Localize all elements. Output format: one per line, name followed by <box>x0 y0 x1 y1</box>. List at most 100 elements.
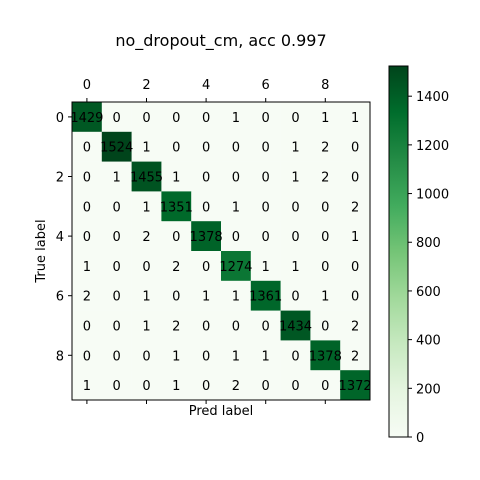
heatmap-cell <box>340 161 371 192</box>
heatmap-cell <box>131 131 162 162</box>
y-tick-label: 4 <box>56 230 64 245</box>
heatmap-cell <box>161 310 192 341</box>
cell-value-label: 0 <box>291 349 299 364</box>
y-tick-label: 0 <box>56 111 64 126</box>
heatmap-cell <box>131 102 162 133</box>
heatmap-cell <box>280 340 311 371</box>
y-tick-label: 2 <box>56 171 64 186</box>
heatmap-cell <box>191 191 222 222</box>
cell-value-label: 1274 <box>219 260 252 275</box>
heatmap-cell <box>280 221 311 252</box>
heatmap-cell <box>191 370 222 401</box>
cell-value-label: 1 <box>202 290 210 305</box>
heatmap-cell <box>72 221 103 252</box>
heatmap-cell <box>221 340 252 371</box>
cell-value-label: 0 <box>142 349 150 364</box>
heatmap-cell <box>72 280 103 311</box>
heatmap-cell <box>161 280 192 311</box>
heatmap-cell <box>340 251 371 282</box>
cell-value-label: 0 <box>202 171 210 186</box>
heatmap-cell <box>72 102 103 133</box>
cell-value-label: 0 <box>113 379 121 394</box>
cell-value-label: 0 <box>142 111 150 126</box>
heatmap-cell <box>221 251 252 282</box>
cell-value-label: 0 <box>83 320 91 335</box>
heatmap-cell <box>161 102 192 133</box>
cell-value-label: 1 <box>291 260 299 275</box>
y-axis-ticks: 0 2 4 6 8 <box>56 111 72 364</box>
heatmap-cell <box>191 102 222 133</box>
heatmap-cell <box>72 251 103 282</box>
heatmap-cell <box>250 161 281 192</box>
cell-value-label: 0 <box>291 290 299 305</box>
cell-value-label: 0 <box>83 200 91 215</box>
y-axis-label: True label <box>34 219 49 283</box>
heatmap-cell <box>161 191 192 222</box>
cell-value-label: 0 <box>202 320 210 335</box>
heatmap-cell <box>250 251 281 282</box>
cell-value-label: 1429 <box>70 111 103 126</box>
cell-value-label: 0 <box>351 171 359 186</box>
heatmap-cell <box>191 340 222 371</box>
x-tick-label: 4 <box>202 78 210 93</box>
cell-value-label: 0 <box>202 111 210 126</box>
colorbar-tick-label: 200 <box>416 382 441 397</box>
heatmap-cell <box>280 370 311 401</box>
cell-value-label: 0 <box>321 230 329 245</box>
heatmap-cell <box>310 161 341 192</box>
cell-value-label: 0 <box>202 200 210 215</box>
heatmap-cell <box>161 370 192 401</box>
heatmap-cell <box>340 280 371 311</box>
heatmap-cell <box>250 310 281 341</box>
heatmap-cell <box>250 191 281 222</box>
heatmap-cell <box>131 221 162 252</box>
heatmap-cell <box>221 131 252 162</box>
heatmap-cell <box>221 102 252 133</box>
heatmap-cell <box>161 251 192 282</box>
heatmap-cell <box>101 370 132 401</box>
cell-value-label: 0 <box>113 320 121 335</box>
colorbar-tick-label: 1200 <box>416 139 449 154</box>
cell-value-label: 2 <box>351 200 359 215</box>
cell-value-label: 0 <box>113 230 121 245</box>
heatmap-cell <box>221 280 252 311</box>
heatmap-cell <box>72 191 103 222</box>
cell-value-label: 0 <box>291 230 299 245</box>
cell-value-labels: 1429 0 0 0 0 1 0 0 1 1 0 1524 1 0 0 0 0 1 2 0 0 1 1455 1 0 0 0 1 2 0 0… <box>70 111 371 394</box>
cell-value-label: 0 <box>202 141 210 156</box>
x-tick-label: 0 <box>83 78 91 93</box>
cell-value-label: 0 <box>321 379 329 394</box>
heatmap-cell <box>221 191 252 222</box>
heatmap-cell <box>101 102 132 133</box>
cell-value-label: 0 <box>262 171 270 186</box>
cell-value-label: 0 <box>113 111 121 126</box>
cell-value-label: 0 <box>262 111 270 126</box>
cell-value-label: 2 <box>142 230 150 245</box>
cell-value-label: 0 <box>83 141 91 156</box>
heatmap-cell <box>221 161 252 192</box>
cell-value-label: 0 <box>351 141 359 156</box>
x-tick-label: 6 <box>262 78 270 93</box>
heatmap-cell <box>340 191 371 222</box>
cell-value-label: 1372 <box>339 379 372 394</box>
heatmap-cells <box>72 102 371 401</box>
cell-value-label: 1524 <box>100 141 133 156</box>
colorbar-tick-label: 0 <box>416 431 424 446</box>
heatmap-cell <box>131 191 162 222</box>
heatmap-cell <box>250 370 281 401</box>
heatmap-cell <box>72 340 103 371</box>
heatmap-cell <box>221 310 252 341</box>
cell-value-label: 0 <box>142 379 150 394</box>
heatmap-cell <box>280 251 311 282</box>
cell-value-label: 1 <box>291 171 299 186</box>
heatmap-cell <box>310 131 341 162</box>
cell-value-label: 0 <box>83 230 91 245</box>
cell-value-label: 1 <box>232 290 240 305</box>
cell-value-label: 2 <box>172 260 180 275</box>
heatmap-cell <box>131 251 162 282</box>
cell-value-label: 1 <box>321 111 329 126</box>
colorbar-tick-label: 800 <box>416 236 441 251</box>
cell-value-label: 2 <box>351 349 359 364</box>
cell-value-label: 1 <box>172 171 180 186</box>
heatmap-cell <box>131 370 162 401</box>
